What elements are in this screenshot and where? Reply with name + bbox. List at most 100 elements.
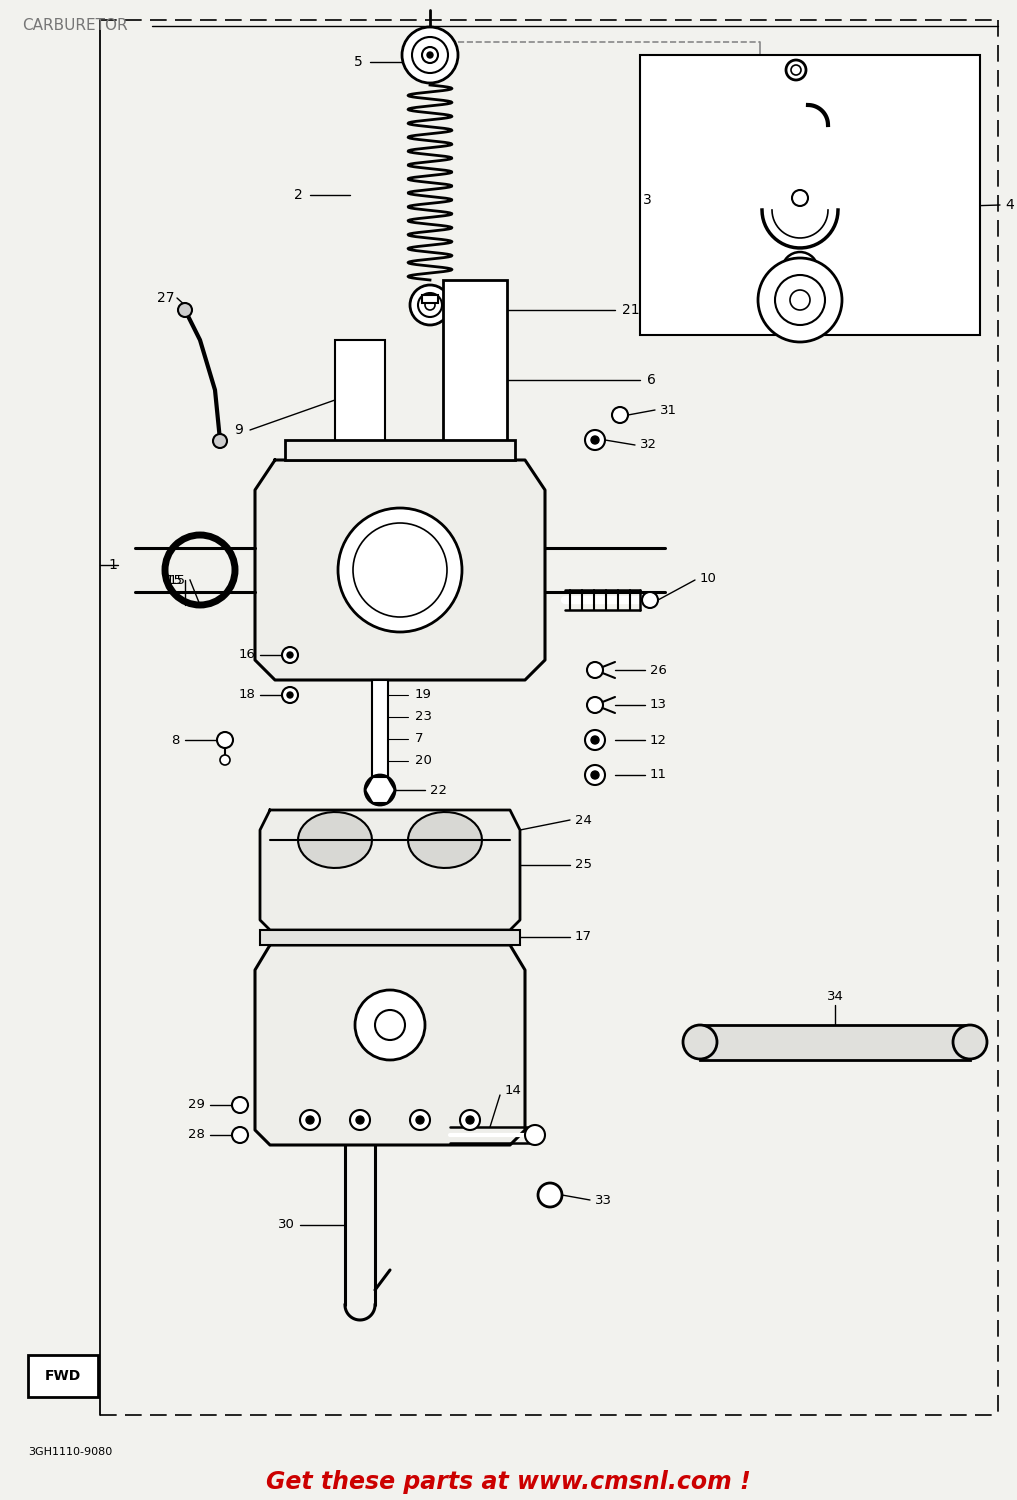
- Text: 16: 16: [238, 648, 255, 662]
- Text: 15: 15: [169, 573, 186, 586]
- Circle shape: [402, 27, 458, 82]
- Circle shape: [282, 646, 298, 663]
- Text: 13: 13: [650, 699, 667, 711]
- Circle shape: [587, 698, 603, 712]
- Circle shape: [425, 300, 435, 310]
- Text: 15: 15: [166, 573, 183, 586]
- Text: 19: 19: [415, 688, 432, 702]
- Text: 18: 18: [238, 688, 255, 702]
- Circle shape: [220, 754, 230, 765]
- Circle shape: [412, 38, 448, 74]
- Circle shape: [790, 290, 810, 310]
- Text: 34: 34: [827, 990, 843, 1004]
- Circle shape: [525, 1125, 545, 1144]
- Circle shape: [365, 776, 395, 806]
- Bar: [28, 1354, 98, 1396]
- Circle shape: [356, 1116, 364, 1124]
- Bar: [335, 340, 385, 460]
- Circle shape: [410, 1110, 430, 1130]
- Text: CARBURETOR: CARBURETOR: [22, 18, 127, 33]
- Polygon shape: [298, 812, 372, 868]
- Text: 6: 6: [647, 374, 656, 387]
- Circle shape: [422, 46, 438, 63]
- Bar: [422, 296, 438, 303]
- Circle shape: [232, 1096, 248, 1113]
- Circle shape: [287, 652, 293, 658]
- Text: 2: 2: [294, 188, 303, 202]
- Circle shape: [213, 433, 227, 448]
- Text: 27: 27: [158, 291, 175, 304]
- Text: 28: 28: [188, 1128, 205, 1142]
- Circle shape: [791, 64, 801, 75]
- Bar: [372, 680, 388, 780]
- Text: 21: 21: [622, 303, 640, 316]
- Circle shape: [591, 436, 599, 444]
- Text: 14: 14: [505, 1083, 522, 1096]
- Circle shape: [353, 524, 447, 616]
- Circle shape: [591, 771, 599, 778]
- Circle shape: [460, 1110, 480, 1130]
- Text: 4: 4: [1005, 198, 1014, 211]
- Text: 29: 29: [188, 1098, 205, 1112]
- Text: 24: 24: [575, 813, 592, 826]
- Circle shape: [350, 1110, 370, 1130]
- Text: 3: 3: [643, 194, 652, 207]
- Circle shape: [585, 430, 605, 450]
- Polygon shape: [255, 460, 545, 680]
- Circle shape: [792, 262, 807, 278]
- Circle shape: [375, 1010, 405, 1040]
- Circle shape: [178, 303, 192, 316]
- Circle shape: [306, 1116, 314, 1124]
- Text: 17: 17: [575, 930, 592, 944]
- Text: 3GH1110-9080: 3GH1110-9080: [28, 1448, 112, 1456]
- Text: 5: 5: [354, 56, 363, 69]
- Circle shape: [758, 258, 842, 342]
- Text: 12: 12: [650, 734, 667, 747]
- Circle shape: [300, 1110, 320, 1130]
- Circle shape: [538, 1184, 562, 1208]
- Circle shape: [786, 60, 806, 80]
- Circle shape: [232, 1126, 248, 1143]
- Circle shape: [775, 274, 825, 326]
- Circle shape: [683, 1024, 717, 1059]
- Bar: [285, 440, 515, 460]
- Text: 31: 31: [660, 404, 677, 417]
- Polygon shape: [408, 812, 482, 868]
- Circle shape: [287, 692, 293, 698]
- Text: FWD: FWD: [45, 1370, 81, 1383]
- Circle shape: [466, 1116, 474, 1124]
- Circle shape: [338, 509, 462, 632]
- Bar: [260, 930, 520, 945]
- Circle shape: [410, 285, 450, 326]
- Text: 25: 25: [575, 858, 592, 871]
- Circle shape: [953, 1024, 988, 1059]
- Circle shape: [282, 687, 298, 703]
- Text: 32: 32: [640, 438, 657, 452]
- Circle shape: [418, 292, 442, 316]
- Circle shape: [416, 1116, 424, 1124]
- Text: 30: 30: [278, 1218, 295, 1231]
- Circle shape: [612, 406, 629, 423]
- Text: www.cmsnl.com: www.cmsnl.com: [289, 888, 491, 912]
- Text: 20: 20: [415, 754, 432, 768]
- Circle shape: [355, 990, 425, 1060]
- Circle shape: [642, 592, 658, 608]
- Bar: [700, 1024, 970, 1060]
- Circle shape: [217, 732, 233, 748]
- Text: 23: 23: [415, 711, 432, 723]
- Bar: [640, 56, 980, 334]
- Text: 33: 33: [595, 1194, 612, 1206]
- Text: 10: 10: [700, 572, 717, 585]
- Polygon shape: [255, 945, 525, 1144]
- Circle shape: [792, 190, 807, 206]
- Bar: [443, 280, 507, 450]
- Text: 22: 22: [430, 783, 447, 796]
- Text: 1: 1: [108, 558, 117, 572]
- Text: 9: 9: [234, 423, 243, 436]
- Circle shape: [587, 662, 603, 678]
- Text: 8: 8: [172, 734, 180, 747]
- Circle shape: [585, 730, 605, 750]
- Polygon shape: [260, 810, 520, 930]
- Text: 7: 7: [415, 732, 423, 746]
- Text: 26: 26: [650, 663, 667, 676]
